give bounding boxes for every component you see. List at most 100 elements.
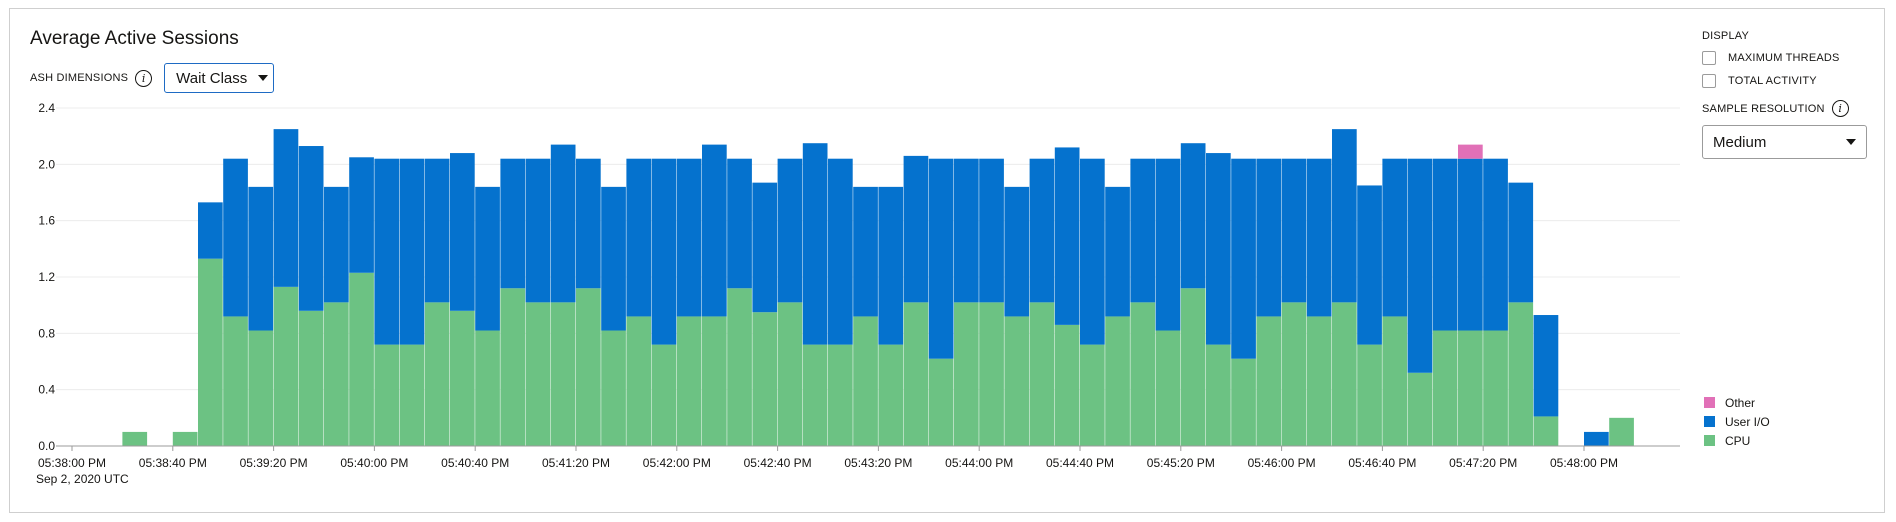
bar-cpu[interactable]: CPU 05:38:40 PM: 0.1 — [172, 431, 198, 446]
bar-user-io[interactable]: User I/O 05:47:10 PM: 1.22 — [1458, 158, 1483, 331]
bar-user-io[interactable]: User I/O 05:43:50 PM: 1.02 — [954, 158, 979, 303]
bar-cpu[interactable]: CPU 05:41:40 PM: 0.92 — [626, 316, 652, 446]
legend-item-user-io[interactable]: User I/O — [1704, 412, 1770, 431]
bar-cpu[interactable]: CPU 05:38:50 PM: 1.33 — [198, 258, 223, 446]
bar-cpu[interactable]: CPU 05:41:20 PM: 1.12 — [576, 288, 601, 446]
bar-cpu[interactable]: CPU 05:40:40 PM: 0.82 — [475, 330, 500, 446]
bar-user-io[interactable]: User I/O 05:43:30 PM: 1.04 — [903, 155, 929, 303]
bar-cpu[interactable]: CPU 05:45:30 PM: 0.72 — [1206, 344, 1231, 446]
bar-cpu[interactable]: CPU 05:44:30 PM: 0.86 — [1054, 324, 1080, 446]
bar-user-io[interactable]: User I/O 05:41:40 PM: 1.12 — [626, 158, 652, 317]
bar-cpu[interactable]: CPU 05:43:40 PM: 0.62 — [928, 358, 954, 446]
bar-cpu[interactable]: CPU 05:45:20 PM: 1.12 — [1180, 288, 1206, 446]
bar-cpu[interactable]: CPU 05:40:00 PM: 0.72 — [374, 344, 400, 446]
bar-user-io[interactable]: User I/O 05:45:10 PM: 1.22 — [1155, 158, 1181, 331]
legend-item-other[interactable]: Other — [1704, 393, 1770, 412]
bar-cpu[interactable]: CPU 05:46:30 PM: 0.72 — [1357, 344, 1382, 446]
bar-user-io[interactable]: User I/O 05:48:00 PM: 0.1 — [1584, 431, 1609, 446]
bar-user-io[interactable]: User I/O 05:43:00 PM: 1.32 — [828, 158, 853, 345]
bar-cpu[interactable]: CPU 05:44:10 PM: 0.92 — [1004, 316, 1030, 446]
bar-cpu[interactable]: CPU 05:41:50 PM: 0.72 — [651, 344, 677, 446]
bar-user-io[interactable]: User I/O 05:45:50 PM: 1.12 — [1256, 158, 1282, 317]
bar-user-io[interactable]: User I/O 05:42:00 PM: 1.12 — [676, 158, 702, 317]
bar-cpu[interactable]: CPU 05:43:30 PM: 1.02 — [903, 302, 929, 446]
bar-user-io[interactable]: User I/O 05:43:10 PM: 0.92 — [853, 186, 878, 317]
bar-cpu[interactable]: CPU 05:43:00 PM: 0.72 — [828, 344, 853, 446]
bar-cpu[interactable]: CPU 05:45:00 PM: 1.02 — [1130, 302, 1156, 446]
bar-user-io[interactable]: User I/O 05:38:50 PM: 0.4 — [198, 202, 223, 259]
bar-user-io[interactable]: User I/O 05:41:20 PM: 0.92 — [576, 158, 601, 289]
bar-cpu[interactable]: CPU 05:39:30 PM: 0.96 — [298, 310, 324, 446]
bar-user-io[interactable]: User I/O 05:43:20 PM: 1.12 — [878, 186, 904, 345]
bar-cpu[interactable]: CPU 05:41:00 PM: 1.02 — [525, 302, 551, 446]
bar-user-io[interactable]: User I/O 05:39:00 PM: 1.12 — [223, 158, 248, 317]
bar-user-io[interactable]: User I/O 05:45:00 PM: 1.02 — [1130, 158, 1156, 303]
bar-user-io[interactable]: User I/O 05:39:40 PM: 0.82 — [324, 186, 349, 303]
bar-cpu[interactable]: CPU 05:42:50 PM: 0.72 — [802, 344, 828, 446]
bar-user-io[interactable]: User I/O 05:45:30 PM: 1.36 — [1206, 153, 1231, 345]
bar-user-io[interactable]: User I/O 05:42:50 PM: 1.43 — [802, 143, 828, 345]
bar-cpu[interactable]: CPU 05:46:00 PM: 1.02 — [1281, 302, 1307, 446]
bar-cpu[interactable]: CPU 05:39:50 PM: 1.23 — [349, 272, 374, 446]
bar-cpu[interactable]: CPU 05:45:50 PM: 0.92 — [1256, 316, 1282, 446]
bar-user-io[interactable]: User I/O 05:47:40 PM: 0.72 — [1533, 315, 1559, 417]
bar-user-io[interactable]: User I/O 05:40:00 PM: 1.32 — [374, 158, 400, 345]
sample-resolution-select[interactable]: Medium — [1702, 125, 1867, 159]
bar-user-io[interactable]: User I/O 05:39:30 PM: 1.17 — [298, 146, 324, 311]
bar-user-io[interactable]: User I/O 05:47:00 PM: 1.22 — [1432, 158, 1458, 331]
bar-user-io[interactable]: User I/O 05:45:40 PM: 1.42 — [1231, 158, 1256, 359]
bar-cpu[interactable]: CPU 05:46:20 PM: 1.02 — [1332, 302, 1357, 446]
bar-cpu[interactable]: CPU 05:47:30 PM: 1.02 — [1508, 302, 1534, 446]
total-activity-toggle[interactable]: TOTAL ACTIVITY — [1702, 74, 1872, 88]
bar-cpu[interactable]: CPU 05:42:00 PM: 0.92 — [676, 316, 702, 446]
bar-cpu[interactable]: CPU 05:39:10 PM: 0.82 — [248, 330, 274, 446]
bar-user-io[interactable]: User I/O 05:46:30 PM: 1.13 — [1357, 185, 1382, 345]
bar-cpu[interactable]: CPU 05:44:20 PM: 1.02 — [1029, 302, 1055, 446]
bar-cpu[interactable]: CPU 05:41:10 PM: 1.02 — [550, 302, 576, 446]
bar-user-io[interactable]: User I/O 05:44:20 PM: 1.02 — [1029, 158, 1055, 303]
bar-user-io[interactable]: User I/O 05:40:50 PM: 0.92 — [500, 158, 526, 289]
bar-cpu[interactable]: CPU 05:46:10 PM: 0.92 — [1306, 316, 1332, 446]
bar-user-io[interactable]: User I/O 05:40:20 PM: 1.02 — [424, 158, 450, 303]
bar-cpu[interactable]: CPU 05:40:20 PM: 1.02 — [424, 302, 450, 446]
bar-user-io[interactable]: User I/O 05:40:30 PM: 1.12 — [450, 153, 475, 311]
bar-user-io[interactable]: User I/O 05:39:10 PM: 1.02 — [248, 186, 274, 331]
bar-user-io[interactable]: User I/O 05:47:30 PM: 0.85 — [1508, 182, 1534, 303]
bar-user-io[interactable]: User I/O 05:41:10 PM: 1.12 — [550, 144, 576, 303]
bar-user-io[interactable]: User I/O 05:43:40 PM: 1.42 — [928, 158, 954, 359]
bar-user-io[interactable]: User I/O 05:44:30 PM: 1.26 — [1054, 147, 1080, 325]
bar-cpu[interactable]: CPU 05:41:30 PM: 0.82 — [601, 330, 626, 446]
bar-user-io[interactable]: User I/O 05:40:10 PM: 1.32 — [399, 158, 425, 345]
bar-user-io[interactable]: User I/O 05:44:10 PM: 0.92 — [1004, 186, 1030, 317]
bar-user-io[interactable]: User I/O 05:45:20 PM: 1.03 — [1180, 143, 1206, 289]
bar-cpu[interactable]: CPU 05:44:40 PM: 0.72 — [1080, 344, 1105, 446]
bar-user-io[interactable]: User I/O 05:46:50 PM: 1.52 — [1407, 158, 1433, 373]
bar-user-io[interactable]: User I/O 05:46:20 PM: 1.23 — [1332, 129, 1357, 303]
bar-user-io[interactable]: User I/O 05:46:40 PM: 1.12 — [1382, 158, 1408, 317]
bar-user-io[interactable]: User I/O 05:39:50 PM: 0.82 — [349, 157, 374, 273]
bar-cpu[interactable]: CPU 05:43:10 PM: 0.92 — [853, 316, 878, 446]
bar-cpu[interactable]: CPU 05:43:20 PM: 0.72 — [878, 344, 904, 446]
bar-user-io[interactable]: User I/O 05:44:50 PM: 0.92 — [1105, 186, 1130, 317]
bar-cpu[interactable]: CPU 05:46:50 PM: 0.52 — [1407, 372, 1433, 446]
bar-cpu[interactable]: CPU 05:39:20 PM: 1.13 — [273, 286, 299, 446]
total-activity-checkbox[interactable] — [1702, 74, 1716, 88]
bar-cpu[interactable]: CPU 05:40:50 PM: 1.12 — [500, 288, 526, 446]
bar-cpu[interactable]: CPU 05:40:10 PM: 0.72 — [399, 344, 425, 446]
bar-user-io[interactable]: User I/O 05:41:00 PM: 1.02 — [525, 158, 551, 303]
info-icon[interactable]: i — [1831, 100, 1849, 117]
info-icon[interactable]: i — [135, 69, 153, 87]
bar-cpu[interactable]: CPU 05:47:40 PM: 0.21 — [1533, 416, 1559, 446]
bar-cpu[interactable]: CPU 05:39:40 PM: 1.02 — [324, 302, 349, 446]
bar-cpu[interactable]: CPU 05:45:10 PM: 0.82 — [1155, 330, 1181, 446]
bar-cpu[interactable]: CPU 05:38:20 PM: 0.1 — [122, 431, 148, 446]
bar-user-io[interactable]: User I/O 05:44:00 PM: 1.02 — [979, 158, 1004, 303]
bar-cpu[interactable]: CPU 05:47:10 PM: 0.82 — [1458, 330, 1483, 446]
legend-item-cpu[interactable]: CPU — [1704, 431, 1770, 450]
bar-other[interactable]: Other 05:47:10 PM: 0.1 — [1458, 144, 1483, 159]
bar-cpu[interactable]: CPU 05:43:50 PM: 1.02 — [954, 302, 979, 446]
bar-cpu[interactable]: CPU 05:42:40 PM: 1.02 — [777, 302, 803, 446]
bar-cpu[interactable]: CPU 05:45:40 PM: 0.62 — [1231, 358, 1256, 446]
bar-cpu[interactable]: CPU 05:40:30 PM: 0.96 — [450, 310, 475, 446]
bar-user-io[interactable]: User I/O 05:41:50 PM: 1.32 — [651, 158, 677, 345]
